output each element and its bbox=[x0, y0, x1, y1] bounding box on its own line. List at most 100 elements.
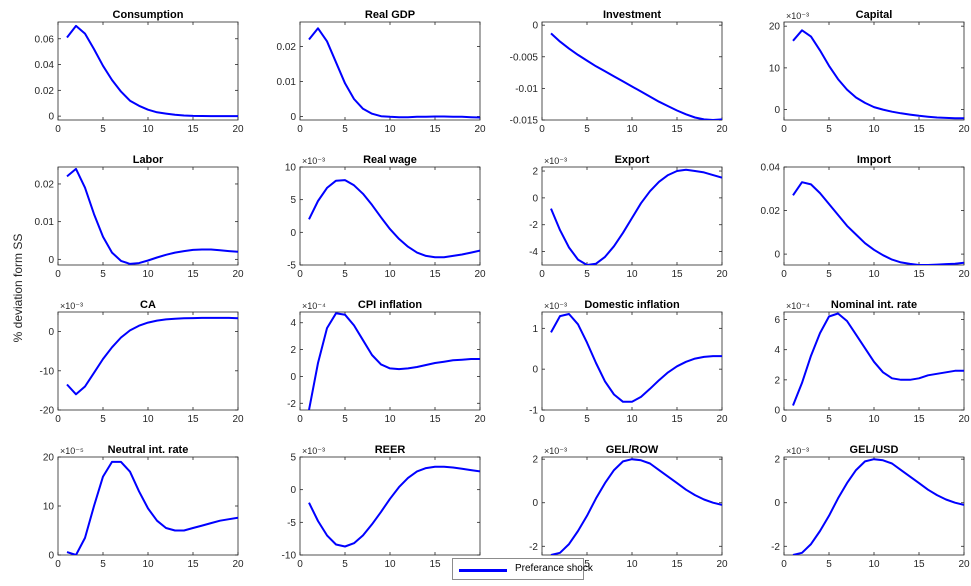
subplot-title-import: Import bbox=[857, 154, 892, 166]
subplot-title-reer: REER bbox=[375, 444, 406, 456]
x-tick-label: 5 bbox=[100, 124, 106, 135]
y-tick-label: 2 bbox=[774, 375, 780, 386]
plot-area-neutral-int-rate bbox=[57, 456, 239, 556]
axis-multiplier-neutral-int-rate: ×10⁻⁵ bbox=[60, 446, 84, 456]
y-tick-label: 0 bbox=[532, 365, 538, 376]
y-tick-label: 2 bbox=[532, 167, 538, 178]
x-tick-label: 0 bbox=[297, 124, 303, 135]
series-line-nominal-int-rate bbox=[792, 312, 964, 406]
series-line-real-wage bbox=[308, 179, 480, 259]
y-tick-label: 20 bbox=[769, 22, 781, 33]
x-tick-label: 15 bbox=[187, 124, 199, 135]
x-tick-label: 0 bbox=[55, 124, 61, 135]
x-tick-label: 20 bbox=[958, 269, 970, 280]
subplot-title-labor: Labor bbox=[133, 154, 164, 166]
x-tick-label: 20 bbox=[474, 269, 486, 280]
x-tick-label: 20 bbox=[958, 414, 970, 425]
x-tick-label: 5 bbox=[342, 559, 348, 570]
y-tick-label: 4 bbox=[290, 318, 296, 329]
y-tick-label: 5 bbox=[290, 195, 296, 206]
plot-area-investment bbox=[541, 21, 723, 121]
plot-area-real-gdp bbox=[299, 21, 481, 121]
x-tick-label: 20 bbox=[474, 414, 486, 425]
y-tick-label: 0 bbox=[532, 193, 538, 204]
y-tick-label: -2 bbox=[287, 399, 296, 410]
x-tick-label: 10 bbox=[142, 559, 154, 570]
y-tick-label: 0 bbox=[774, 105, 780, 116]
x-tick-label: 0 bbox=[781, 559, 787, 570]
series-line-cpi-inflation bbox=[308, 312, 480, 410]
y-tick-label: 0 bbox=[290, 228, 296, 239]
y-tick-label: -2 bbox=[771, 542, 780, 553]
x-tick-label: 20 bbox=[958, 559, 970, 570]
plot-area-gel-row bbox=[541, 456, 723, 556]
y-tick-label: 0.02 bbox=[761, 206, 781, 217]
y-tick-label: 0.01 bbox=[35, 217, 55, 228]
plot-area-gel-usd bbox=[783, 456, 965, 556]
x-tick-label: 5 bbox=[100, 414, 106, 425]
x-tick-label: 10 bbox=[868, 559, 880, 570]
subplot-capital: Capital ×10⁻³ 0 5 10 15 20 0 10 20 bbox=[769, 9, 970, 135]
x-tick-label: 20 bbox=[716, 559, 728, 570]
x-tick-label: 15 bbox=[429, 414, 441, 425]
axis-multiplier-cpi-inflation: ×10⁻⁴ bbox=[302, 301, 326, 311]
subplot-title-gel-row: GEL/ROW bbox=[606, 444, 659, 456]
y-tick-label: 0 bbox=[774, 406, 780, 417]
y-tick-label: 0.02 bbox=[35, 86, 55, 97]
y-tick-label: 10 bbox=[769, 63, 781, 74]
x-tick-label: 15 bbox=[671, 559, 683, 570]
y-tick-label: 5 bbox=[290, 453, 296, 464]
y-tick-label: -10 bbox=[40, 366, 55, 377]
x-tick-label: 5 bbox=[100, 269, 106, 280]
axis-multiplier-capital: ×10⁻³ bbox=[786, 11, 809, 21]
subplot-nominal-int-rate: Nominal int. rate ×10⁻⁴ 0 5 10 15 20 0 2 4 6 bbox=[774, 299, 970, 425]
series-line-ca bbox=[66, 316, 238, 396]
x-tick-label: 5 bbox=[100, 559, 106, 570]
figure-ylabel: % deviation form SS bbox=[11, 234, 25, 343]
y-tick-label: 0.04 bbox=[35, 60, 55, 71]
series-line-gel-row bbox=[550, 458, 722, 555]
x-tick-label: 10 bbox=[626, 269, 638, 280]
x-tick-label: 20 bbox=[232, 559, 244, 570]
subplot-title-ca: CA bbox=[140, 299, 156, 311]
subplot-title-investment: Investment bbox=[603, 9, 661, 21]
y-tick-label: 0.02 bbox=[277, 42, 297, 53]
series-line-export bbox=[550, 168, 722, 265]
x-tick-label: 5 bbox=[584, 269, 590, 280]
subplot-title-consumption: Consumption bbox=[113, 9, 184, 21]
x-tick-label: 10 bbox=[384, 124, 396, 135]
x-tick-label: 10 bbox=[868, 124, 880, 135]
x-tick-label: 15 bbox=[913, 559, 925, 570]
y-tick-label: 0 bbox=[48, 551, 54, 562]
axis-multiplier-export: ×10⁻³ bbox=[544, 156, 567, 166]
series-line-labor bbox=[66, 167, 238, 265]
y-tick-label: 20 bbox=[43, 453, 55, 464]
x-tick-label: 10 bbox=[142, 269, 154, 280]
x-tick-label: 0 bbox=[297, 269, 303, 280]
x-tick-label: 20 bbox=[232, 414, 244, 425]
series-line-import bbox=[792, 181, 964, 265]
series-line-gel-usd bbox=[792, 458, 964, 555]
x-tick-label: 0 bbox=[55, 414, 61, 425]
x-tick-label: 15 bbox=[187, 414, 199, 425]
y-tick-label: 0.06 bbox=[35, 34, 55, 45]
y-tick-label: 1 bbox=[532, 324, 538, 335]
plot-area-ca bbox=[57, 311, 239, 411]
y-tick-label: 10 bbox=[285, 163, 297, 174]
subplot-investment: Investment 0 5 10 15 20 0 -0.005 -0.01 -0.015 bbox=[510, 9, 728, 135]
x-tick-label: 15 bbox=[429, 124, 441, 135]
subplot-real-gdp: Real GDP 0 5 10 15 20 0 0.01 0.02 bbox=[277, 9, 486, 135]
plot-area-consumption bbox=[57, 21, 239, 121]
plot-area-real-wage bbox=[299, 166, 481, 266]
plot-area-reer bbox=[299, 456, 481, 556]
x-tick-label: 10 bbox=[384, 414, 396, 425]
axis-multiplier-real-wage: ×10⁻³ bbox=[302, 156, 325, 166]
subplot-title-real-wage: Real wage bbox=[363, 154, 417, 166]
x-tick-label: 15 bbox=[913, 269, 925, 280]
x-tick-label: 0 bbox=[539, 414, 545, 425]
y-tick-label: -2 bbox=[529, 220, 538, 231]
plot-area-export bbox=[541, 166, 723, 266]
x-tick-label: 5 bbox=[826, 559, 832, 570]
